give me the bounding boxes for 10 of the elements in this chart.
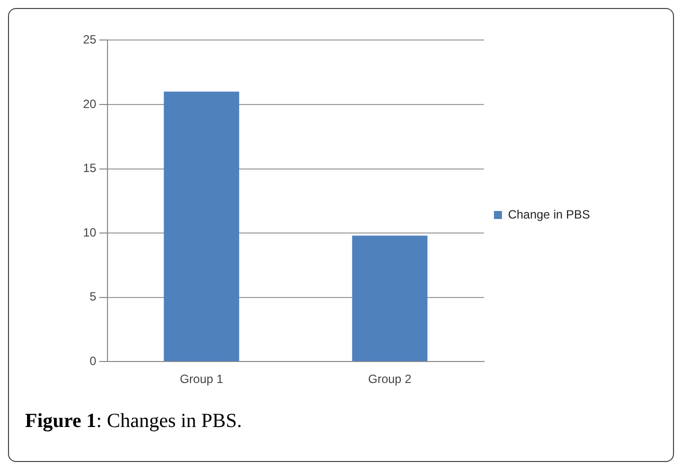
x-tick-label: Group 1 bbox=[180, 372, 224, 386]
y-tick-label: 5 bbox=[90, 290, 97, 304]
x-tick-label: Group 2 bbox=[368, 372, 412, 386]
y-tick-label: 20 bbox=[82, 96, 97, 111]
y-tick-label: 10 bbox=[82, 225, 97, 240]
caption: Figure 1: Changes in PBS. bbox=[25, 410, 242, 433]
legend-label: Change in PBS bbox=[508, 207, 590, 222]
y-tick-label: 0 bbox=[90, 354, 97, 368]
y-tick-label: 15 bbox=[82, 161, 97, 176]
y-tick-label: 25 bbox=[82, 32, 97, 47]
